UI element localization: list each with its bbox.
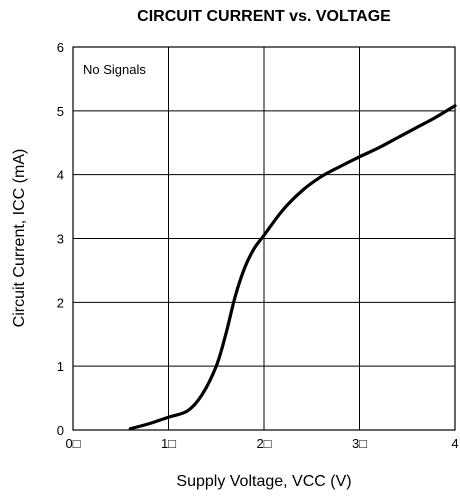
y-tick-label: 1: [57, 359, 64, 374]
y-tick-label: 2: [57, 295, 64, 310]
chart-title: CIRCUIT CURRENT vs. VOLTAGE: [137, 8, 391, 25]
x-axis-label: Supply Voltage, VCC (V): [176, 473, 352, 490]
y-tick-label: 3: [57, 232, 64, 247]
grid: [73, 47, 455, 430]
x-tick-label: 1□: [161, 436, 176, 451]
tick-labels: 0□ 1□ 2□ 3□ 4 0 1 2 3 4 5 6: [57, 40, 459, 451]
y-tick-label: 4: [57, 168, 64, 183]
annotation-no-signals: No Signals: [83, 62, 146, 77]
x-tick-label: 2□: [256, 436, 271, 451]
x-tick-label: 4: [451, 436, 458, 451]
y-tick-label: 6: [57, 40, 64, 55]
x-tick-label: 0□: [65, 436, 80, 451]
series-line: [128, 104, 457, 431]
plot-frame: [72, 46, 456, 431]
y-tick-label: 0: [57, 423, 64, 438]
x-tick-label: 3□: [352, 436, 367, 451]
y-tick-label: 5: [57, 104, 64, 119]
